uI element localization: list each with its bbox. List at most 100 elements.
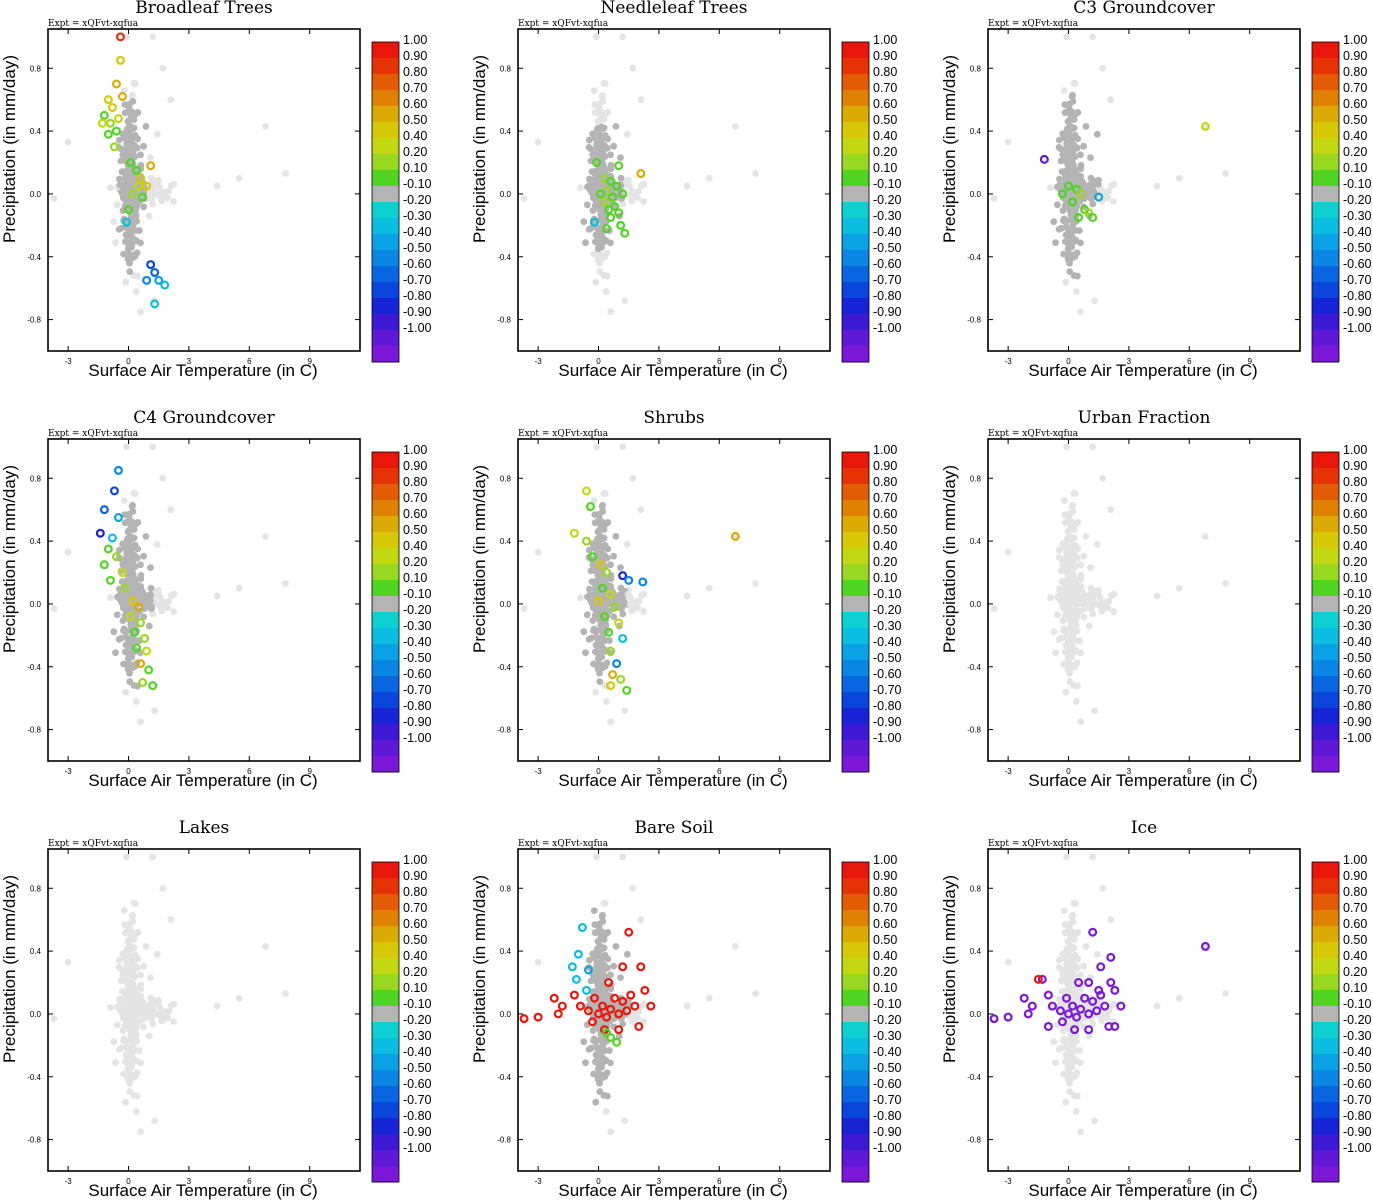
colorbar-label: 0.10 xyxy=(1343,161,1367,175)
colorbar-swatch xyxy=(842,500,869,517)
background-point xyxy=(607,308,614,316)
background-point xyxy=(126,543,133,551)
data-point xyxy=(620,228,630,238)
background-point xyxy=(1222,580,1229,587)
background-point xyxy=(123,592,131,600)
colorbar-label: -0.50 xyxy=(403,1061,432,1075)
background-point xyxy=(1070,116,1078,123)
x-tick-label: 0 xyxy=(126,1177,131,1186)
colorbar-label: 0.10 xyxy=(403,161,427,175)
colorbar-label: -0.90 xyxy=(403,715,432,729)
background-point xyxy=(1064,139,1072,147)
background-point xyxy=(577,594,584,602)
colorbar-swatch xyxy=(372,724,399,741)
background-point xyxy=(1086,181,1094,189)
background-point xyxy=(126,971,133,979)
colorbar-label: 0.50 xyxy=(403,933,427,947)
background-point xyxy=(596,966,604,974)
x-tick-label: 0 xyxy=(126,357,131,366)
background-point xyxy=(1065,1021,1073,1029)
background-point xyxy=(589,540,597,548)
background-point xyxy=(1047,594,1054,602)
data-point xyxy=(1037,974,1047,984)
data-point xyxy=(606,681,616,691)
colorbar-swatch xyxy=(842,346,869,363)
x-tick-label: -3 xyxy=(535,1177,543,1186)
background-point xyxy=(159,884,167,892)
background-point xyxy=(520,195,528,203)
colorbar-label: 1.00 xyxy=(403,33,427,47)
colorbar-label: -0.80 xyxy=(403,699,432,713)
background-point xyxy=(1175,174,1183,182)
colorbar-label: 0.40 xyxy=(873,949,897,963)
background-point xyxy=(135,190,143,198)
background-point xyxy=(599,508,607,515)
background-point xyxy=(131,541,139,549)
background-point xyxy=(585,225,593,233)
background-point xyxy=(619,853,627,861)
colorbar-swatch xyxy=(372,740,399,757)
background-point xyxy=(1073,1092,1081,1100)
colorbar-swatch xyxy=(372,676,399,693)
background-point xyxy=(140,203,148,211)
colorbar-label: 0.50 xyxy=(1343,933,1367,947)
colorbar-swatch xyxy=(372,1070,399,1087)
data-point xyxy=(109,486,119,496)
colorbar-swatch xyxy=(842,234,869,251)
background-point xyxy=(124,1050,131,1058)
background-point xyxy=(1077,649,1084,657)
background-point xyxy=(1175,584,1183,592)
background-point xyxy=(170,608,177,615)
panel-lakes: Lakes Expt = xQFvt-xqfua -3 0 3 6 9 0.8 0.4 0.0 -0… xyxy=(0,818,432,1200)
colorbar-label: -0.90 xyxy=(1343,305,1372,319)
background-point xyxy=(589,130,597,138)
colorbar-label: 0.40 xyxy=(403,949,427,963)
background-point xyxy=(133,249,141,257)
colorbar-label: 0.50 xyxy=(1343,523,1367,537)
colorbar-label: 0.90 xyxy=(873,869,897,883)
background-point xyxy=(1071,80,1079,87)
colorbar-label: 0.80 xyxy=(1343,475,1367,489)
colorbar-label: 0.70 xyxy=(403,81,427,95)
background-point xyxy=(128,1016,136,1024)
background-point xyxy=(107,594,114,602)
background-point xyxy=(146,591,154,599)
colorbar-swatch xyxy=(1312,154,1339,171)
colorbar-frame xyxy=(841,861,870,1183)
x-tick-label: 6 xyxy=(717,767,722,776)
y-tick-label: 0.4 xyxy=(500,127,512,136)
x-tick-label: 6 xyxy=(247,1177,252,1186)
background-point xyxy=(126,669,133,677)
data-point xyxy=(587,552,597,562)
data-point xyxy=(1094,985,1104,995)
background-point xyxy=(124,518,131,526)
background-point xyxy=(601,541,609,549)
colorbar-swatch xyxy=(1312,910,1339,927)
background-point xyxy=(132,985,139,993)
colorbar-swatch xyxy=(1312,90,1339,107)
x-tick-label: 0 xyxy=(1066,767,1071,776)
background-point xyxy=(142,123,150,130)
colorbar-label: 0.50 xyxy=(873,933,897,947)
colorbar-label: -0.80 xyxy=(1343,289,1372,303)
background-point xyxy=(137,1059,144,1067)
background-point xyxy=(607,1128,614,1136)
colorbar-swatch xyxy=(1312,612,1339,629)
colorbar-swatch xyxy=(372,926,399,943)
colorbar-frame xyxy=(841,451,870,773)
background-point xyxy=(602,110,609,118)
background-point xyxy=(124,230,131,238)
colorbar-swatch xyxy=(842,42,869,59)
background-point xyxy=(1077,239,1084,247)
colorbar-swatch xyxy=(372,1022,399,1039)
x-tick-label: 9 xyxy=(307,767,312,776)
background-point xyxy=(115,136,123,144)
background-point xyxy=(129,918,137,925)
x-tick-label: -3 xyxy=(1005,1177,1013,1186)
background-point xyxy=(235,994,243,1002)
colorbar-swatch xyxy=(842,1102,869,1119)
background-point xyxy=(612,533,620,540)
colorbar-label: -0.80 xyxy=(403,1109,432,1123)
background-point xyxy=(1056,181,1064,189)
background-point xyxy=(619,33,627,41)
